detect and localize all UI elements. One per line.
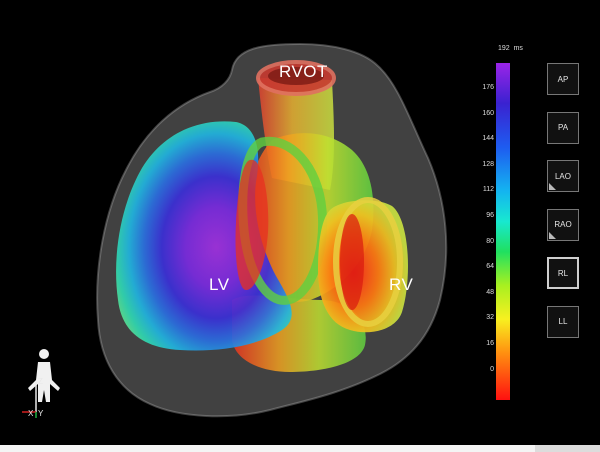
- orientation-figure-icon[interactable]: [22, 349, 60, 418]
- colorbar-tick-label: 96: [486, 212, 494, 219]
- colorbar-tick-label: 112: [482, 186, 494, 194]
- colorbar-tick-label: 80: [486, 237, 494, 245]
- view-button-rl[interactable]: RL: [547, 257, 579, 289]
- view-button-pa[interactable]: PA: [547, 111, 579, 144]
- view-button-label: LAO: [554, 171, 571, 181]
- colorbar-tick-label: 64: [486, 263, 494, 271]
- view-button-ap[interactable]: AP: [547, 63, 579, 95]
- colorbar-tick-label: 176: [482, 84, 494, 91]
- rv-label: RV: [389, 275, 414, 294]
- view-button-label: AP: [557, 74, 569, 84]
- view-button-rao[interactable]: RAO: [547, 208, 579, 241]
- bottom-strip: [0, 445, 600, 452]
- colorbar-tick-label: 48: [486, 288, 494, 296]
- view-button-ll[interactable]: LL: [547, 305, 579, 338]
- colorbar-gradient: [496, 63, 510, 400]
- view-button-label: PA: [557, 123, 569, 132]
- axis-y-label: Y: [38, 409, 44, 418]
- axis-x-label: X: [28, 409, 34, 418]
- corner-triangle-icon: [549, 183, 556, 190]
- view-button-label: RAO: [554, 220, 572, 229]
- lv-label: LV: [209, 275, 230, 294]
- view-button-label: LL: [558, 317, 568, 326]
- corner-triangle-icon: [549, 231, 556, 239]
- colorbar-tick-label: 16: [486, 340, 494, 347]
- view-button-label: RL: [557, 268, 569, 278]
- view-button-lao[interactable]: LAO: [547, 160, 579, 192]
- colorbar-tick-label: 128: [482, 160, 494, 168]
- colorbar-tick-label: 32: [486, 314, 494, 322]
- colorbar-tick-label: 160: [482, 109, 494, 117]
- colorbar-tick-label: 144: [482, 135, 494, 143]
- rv-opening: [333, 197, 403, 327]
- colorbar-max-label: 192 ms: [498, 45, 523, 52]
- rvot-label: RVOT: [279, 62, 328, 81]
- axis-z-label: Z: [38, 377, 44, 386]
- colorbar-tick-label: 0: [490, 365, 494, 373]
